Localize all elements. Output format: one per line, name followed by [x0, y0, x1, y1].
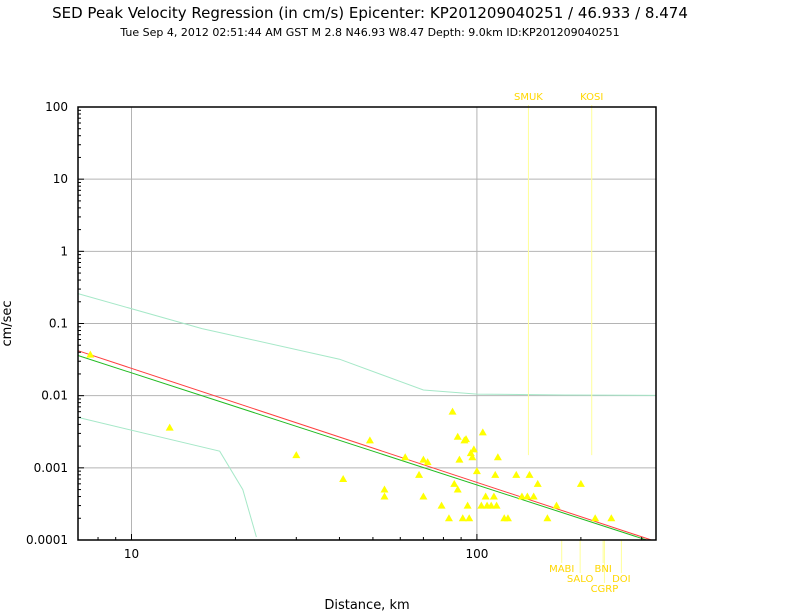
y-tick-label: 100	[45, 100, 68, 114]
data-point	[365, 436, 374, 444]
data-point	[529, 492, 538, 500]
data-point	[525, 470, 534, 478]
data-point	[517, 492, 526, 500]
upper-bound-line	[77, 293, 657, 396]
station-label: BNI	[594, 564, 611, 575]
data-point	[481, 492, 490, 500]
data-point	[576, 479, 585, 487]
y-tick-label: 10	[53, 172, 68, 186]
data-point	[552, 501, 561, 509]
x-axis-label: Distance, km	[324, 598, 409, 612]
data-point	[380, 492, 389, 500]
y-tick-label: 0.001	[34, 461, 68, 475]
data-point	[453, 485, 462, 493]
data-point	[463, 501, 472, 509]
data-point	[478, 428, 487, 436]
station-label: SMUK	[514, 92, 543, 103]
data-points	[86, 350, 616, 522]
data-point	[292, 451, 301, 459]
regression-line-green	[77, 355, 647, 541]
data-point	[533, 479, 542, 487]
station-label: MABI	[549, 564, 574, 575]
data-point	[512, 470, 521, 478]
data-point	[477, 501, 486, 509]
y-tick-label: 0.0001	[26, 533, 68, 547]
data-point	[607, 514, 616, 522]
data-point	[86, 350, 95, 358]
data-point	[419, 492, 428, 500]
data-point	[401, 453, 410, 461]
data-point	[448, 407, 457, 415]
station-label: KOSI	[580, 92, 603, 103]
regression-lines	[77, 350, 652, 541]
lower-bound-line	[77, 416, 257, 538]
data-point	[423, 458, 432, 466]
station-label: SALO	[567, 574, 594, 585]
data-point	[453, 432, 462, 440]
data-point	[444, 514, 453, 522]
y-tick-label: 0.1	[49, 317, 68, 331]
data-point	[469, 445, 478, 453]
data-point	[455, 455, 464, 463]
data-point	[450, 479, 459, 487]
data-point	[489, 492, 498, 500]
grid	[78, 106, 656, 541]
data-point	[419, 455, 428, 463]
regression-line-red	[77, 350, 652, 541]
data-point	[493, 453, 502, 461]
data-point	[437, 501, 446, 509]
data-point	[591, 514, 600, 522]
data-point	[472, 467, 481, 475]
x-tick-label: 10	[124, 547, 139, 561]
station-marker-lines	[527, 105, 622, 583]
data-point	[543, 514, 552, 522]
data-point	[503, 514, 512, 522]
data-point	[492, 501, 501, 509]
chart-subtitle: Tue Sep 4, 2012 02:51:44 AM GST M 2.8 N4…	[120, 26, 620, 39]
station-label: DOI	[612, 574, 631, 585]
chart-title: SED Peak Velocity Regression (in cm/s) E…	[52, 4, 688, 22]
data-point	[339, 475, 348, 483]
axis-ticks: 10 100 100 10 1 0.1 0.01 0.001 0.0001	[26, 100, 643, 561]
data-point	[465, 514, 474, 522]
y-tick-label: 1	[60, 244, 68, 258]
data-point	[487, 501, 496, 509]
y-axis-label: cm/sec	[0, 300, 15, 346]
confidence-bounds	[77, 293, 657, 538]
data-point	[523, 492, 532, 500]
data-point	[458, 514, 467, 522]
data-point	[462, 435, 471, 443]
data-point	[165, 423, 174, 431]
data-point	[415, 470, 424, 478]
y-tick-label: 0.01	[41, 389, 68, 403]
data-point	[468, 453, 477, 461]
data-point	[380, 485, 389, 493]
data-point	[491, 470, 500, 478]
x-tick-label: 100	[465, 547, 488, 561]
station-label: CGRP	[591, 584, 619, 595]
